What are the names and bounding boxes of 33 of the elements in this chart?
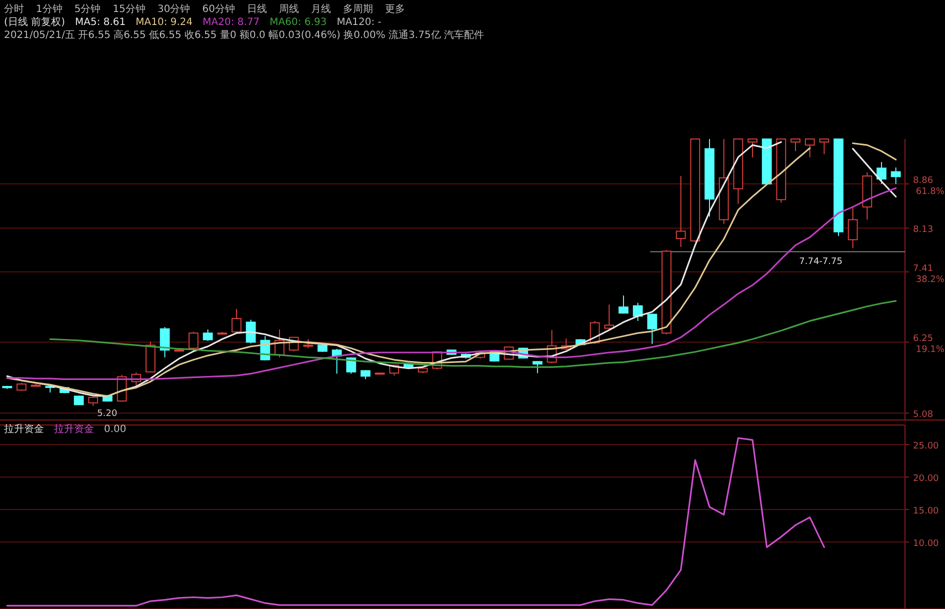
y-tick-label: 20.00 [913, 474, 940, 484]
y-tick-label: 8.86 61.8% [913, 176, 945, 197]
text: 月线 [310, 3, 331, 15]
y-tick-label: 25.00 [913, 442, 940, 452]
annotation: 5.20 [97, 408, 118, 419]
text: 30分钟 [157, 3, 190, 15]
text: 多周期 [342, 3, 373, 15]
text: 周线 [278, 3, 299, 15]
y-tick-label: 5.08 [913, 410, 934, 420]
text: MA60: 6.93 [270, 17, 327, 28]
y-tick-label: 10.00 [913, 539, 940, 549]
y-tick-label: 7.41 38.2% [913, 264, 945, 285]
text: MA10: 9.24 [136, 17, 193, 28]
text: 15分钟 [112, 3, 146, 15]
text: 拉升资金 [54, 423, 94, 435]
text: 5分钟 [74, 3, 101, 15]
chart-title: (日线 前复权) [4, 16, 66, 28]
text: 60分钟 [202, 3, 235, 15]
text: 2021/05/21/五 开6.55 高6.55 低6.55 收6.55 量0 额0.0 幅0.03(0.46%) 换0.00% 流通3.75亿 汽车配件 [4, 29, 484, 41]
text: 分时 [4, 3, 24, 15]
text: 1分钟 [36, 3, 62, 15]
y-tick-label: 15.00 [913, 506, 940, 516]
text: 日线 [246, 3, 267, 15]
text: MA20: 8.77 [202, 17, 260, 28]
band-label: 7.74-7.75 [799, 256, 842, 267]
y-tick-label: 6.25 19.1% [913, 334, 945, 356]
chart-title: 拉升资金 [4, 423, 44, 435]
text: MA120: - [336, 17, 382, 28]
y-tick-label: 8.13 [913, 225, 934, 236]
text: MA5: 8.61 [74, 17, 126, 28]
text: 更多 [384, 3, 405, 15]
line-series [6, 437, 825, 606]
annotation: 0.00 [104, 424, 126, 435]
